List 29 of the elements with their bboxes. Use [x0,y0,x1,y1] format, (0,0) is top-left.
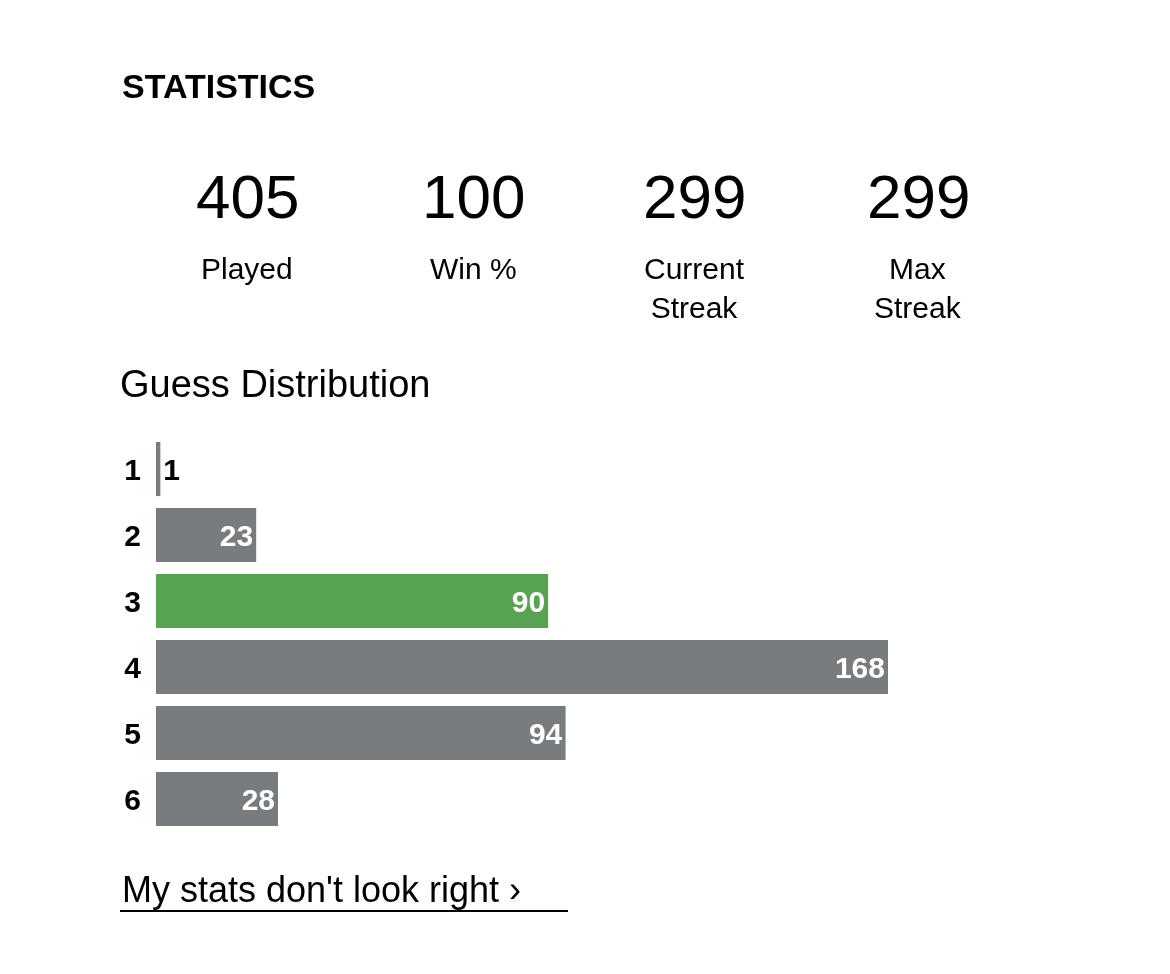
y-tick-label: 2 [124,518,141,552]
text: Played [201,252,293,285]
data-label: 94 [528,716,563,750]
bar [156,441,161,497]
text: Max Streak [874,252,962,324]
bar [156,705,566,761]
y-tick-label: 1 [124,452,141,486]
chart-title: Guess Distribution [120,363,431,406]
text: My stats don't look right › [122,869,522,910]
y-tick-label: 6 [124,782,141,816]
text: Current Streak [644,252,745,324]
data-label: 168 [834,650,885,684]
bar [156,507,257,563]
text: 100 [422,162,526,231]
data-label: 28 [241,782,275,816]
text: 299 [643,162,747,231]
y-tick-label: 5 [124,716,141,750]
data-label: 90 [511,584,546,618]
bar [156,573,549,629]
y-tick-label: 3 [124,584,141,618]
bar [156,771,278,827]
text: 405 [196,162,300,231]
data-label: 1 [163,452,181,486]
data-label: 23 [219,518,254,552]
text: STATISTICS [122,67,316,105]
bar [156,639,888,695]
text: Win % [430,252,517,285]
text: 299 [867,162,971,231]
y-tick-label: 4 [124,650,142,684]
